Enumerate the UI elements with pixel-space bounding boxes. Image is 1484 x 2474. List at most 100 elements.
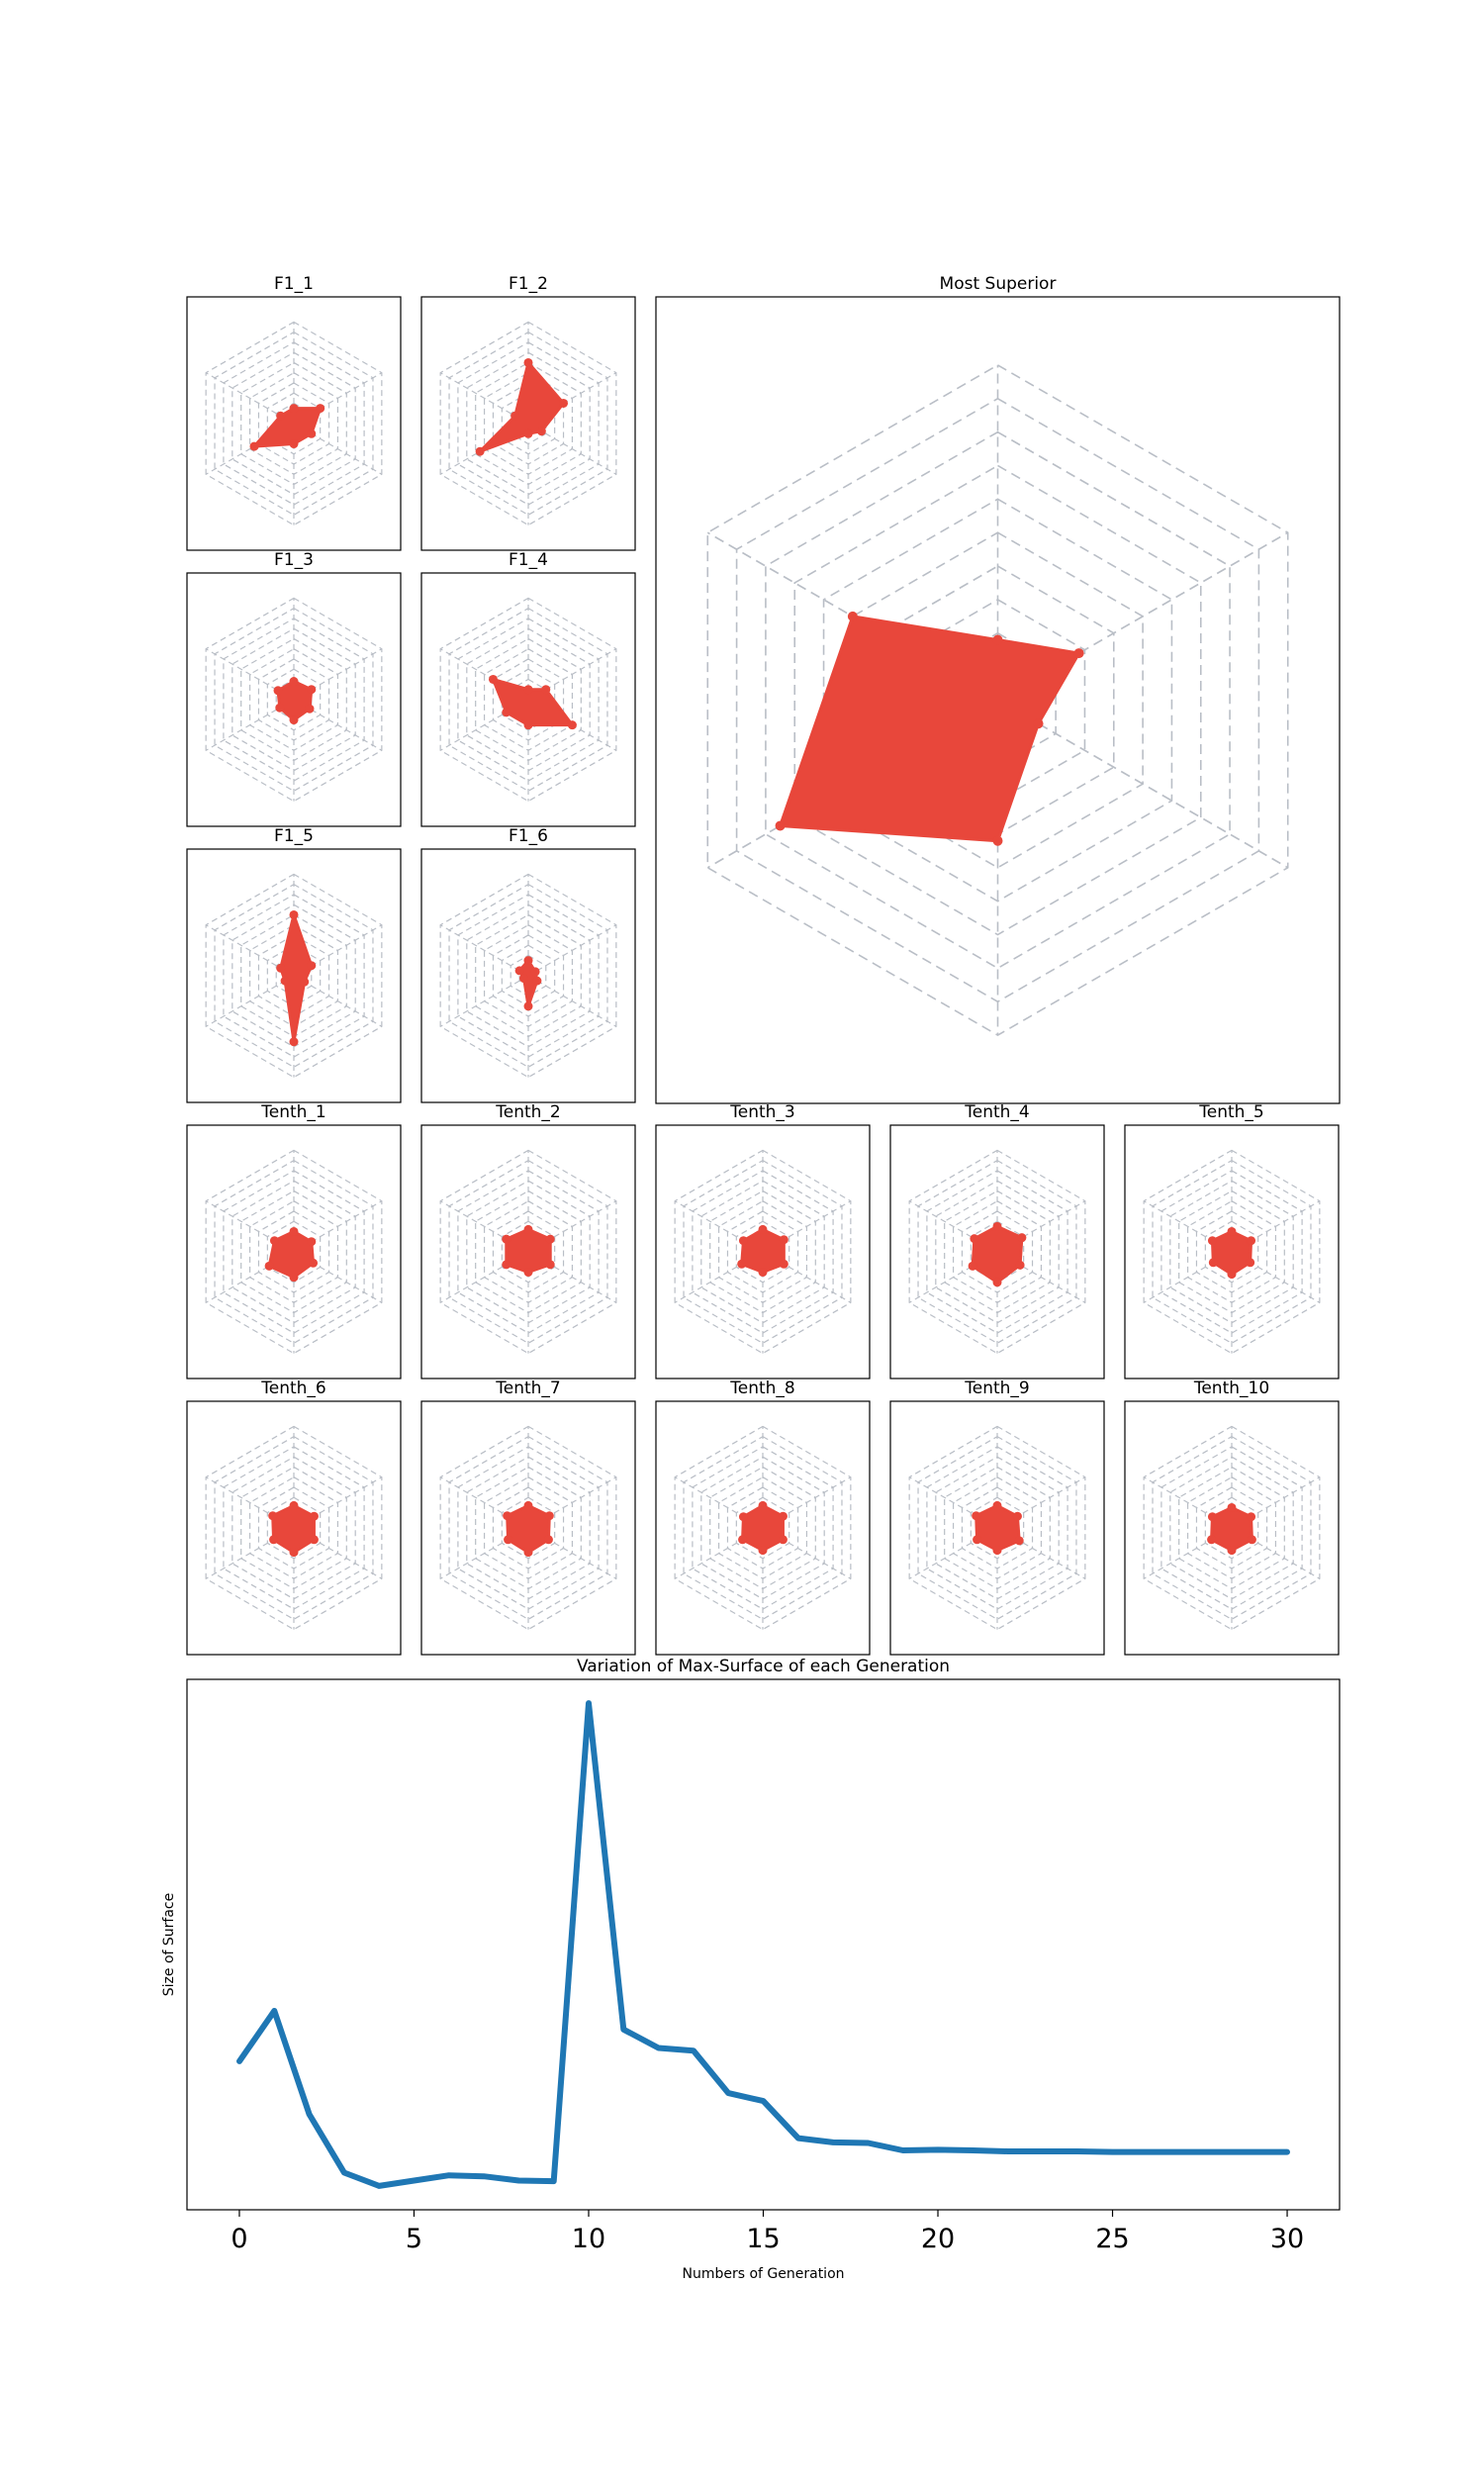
radar-point [523, 1001, 533, 1011]
radar-area [252, 407, 323, 448]
radar-point [502, 1234, 511, 1244]
radar-point [289, 677, 299, 687]
grid-spoke [996, 1251, 1086, 1303]
radar-point [1227, 1226, 1237, 1236]
radar-panel: Tenth_1 [186, 1102, 402, 1380]
radar-point [523, 685, 533, 695]
radar-point [519, 974, 529, 984]
radar-panel: F1_5 [186, 826, 402, 1103]
grid-spoke [527, 1476, 617, 1529]
radar-panel: F1_4 [420, 550, 636, 827]
grid-spoke [674, 1527, 764, 1579]
panel-title: F1_3 [274, 550, 314, 570]
radar-point [758, 1546, 768, 1556]
panel-frame [655, 1124, 871, 1380]
radar-point [1247, 1236, 1256, 1246]
radar-point [737, 1259, 747, 1269]
radar-point [536, 427, 546, 436]
radar-panel: F1_3 [186, 550, 402, 827]
grid-spoke [996, 1476, 1086, 1529]
panel-frame [186, 848, 402, 1103]
radar-point [503, 1511, 512, 1521]
panel-title: F1_2 [509, 274, 548, 294]
radar-point [305, 704, 315, 714]
radar-point [1073, 648, 1084, 659]
grid-spoke [527, 1200, 617, 1253]
radar-panel: Most Superior [655, 274, 1341, 1104]
radar-grid [205, 321, 383, 526]
grid-spoke [205, 975, 295, 1027]
radar-point [523, 1224, 533, 1234]
grid-spoke [439, 699, 529, 751]
radar-point [273, 686, 283, 696]
grid-spoke [293, 975, 383, 1027]
panel-frame [420, 296, 636, 551]
radar-point [968, 1261, 977, 1271]
radar-point [523, 720, 533, 730]
panel-frame [420, 1124, 636, 1380]
radar-area [505, 1227, 552, 1275]
radar-point [779, 1259, 788, 1269]
radar-point [992, 1500, 1002, 1510]
grid-spoke [293, 1251, 383, 1303]
grid-spoke [1231, 1527, 1321, 1579]
radar-panel: F1_1 [186, 274, 402, 551]
panel-frame [186, 572, 402, 827]
panel-frame [186, 296, 402, 551]
radar-area [491, 677, 574, 727]
grid-spoke [293, 1527, 383, 1579]
radar-point [970, 1234, 979, 1244]
grid-spoke [908, 1476, 998, 1529]
panel-frame [420, 572, 636, 827]
radar-point [973, 1535, 982, 1545]
grid-spoke [293, 372, 383, 425]
x-tick-label: 30 [1270, 2224, 1304, 2254]
radar-point [289, 1273, 299, 1283]
radar-point [530, 967, 540, 977]
radar-point [1017, 1233, 1027, 1243]
radar-area [974, 1503, 1021, 1553]
radar-point [488, 674, 498, 684]
radar-point [1227, 1502, 1237, 1512]
grid-spoke [293, 1476, 383, 1529]
grid-spoke [205, 1476, 295, 1529]
radar-point [289, 1037, 299, 1047]
radar-panels: F1_1 F1_2 F1_3 F1_4 F1_5 F1_6 Most Superior Ten… [186, 274, 1341, 1656]
panel-frame [186, 1124, 402, 1380]
radar-panel: Tenth_7 [420, 1379, 636, 1656]
grid-spoke [439, 1476, 529, 1529]
radar-panel: Tenth_6 [186, 1379, 402, 1656]
grid-spoke [1143, 1476, 1233, 1529]
radar-area [271, 1503, 316, 1555]
radar-point [992, 1221, 1002, 1231]
radar-area [1210, 1505, 1253, 1553]
panel-title: Tenth_3 [729, 1102, 795, 1122]
radar-point [1014, 1536, 1024, 1546]
x-tick-label: 25 [1095, 2224, 1129, 2254]
grid-spoke [674, 1476, 764, 1529]
panel-frame [889, 1400, 1105, 1656]
radar-panel: F1_6 [420, 826, 636, 1103]
grid-spoke [996, 1527, 1086, 1579]
grid-spoke [293, 648, 383, 701]
radar-point [289, 1500, 299, 1510]
radar-point [475, 446, 485, 456]
grid-spoke [293, 1200, 383, 1253]
panel-title: Tenth_2 [495, 1102, 561, 1122]
radar-point [758, 1224, 768, 1234]
radar-point [1208, 1258, 1218, 1268]
panel-title: Tenth_5 [1198, 1102, 1264, 1122]
radar-point [269, 1535, 279, 1545]
radar-grid [439, 873, 617, 1079]
radar-area [741, 1503, 785, 1553]
radar-point [504, 1535, 513, 1545]
grid-spoke [439, 975, 529, 1027]
grid-spoke [762, 1251, 852, 1303]
radar-point [992, 835, 1003, 846]
radar-point [778, 1535, 788, 1545]
radar-point [502, 1260, 511, 1270]
radar-point [541, 685, 551, 695]
radar-grid [205, 597, 383, 803]
radar-point [269, 1236, 279, 1246]
